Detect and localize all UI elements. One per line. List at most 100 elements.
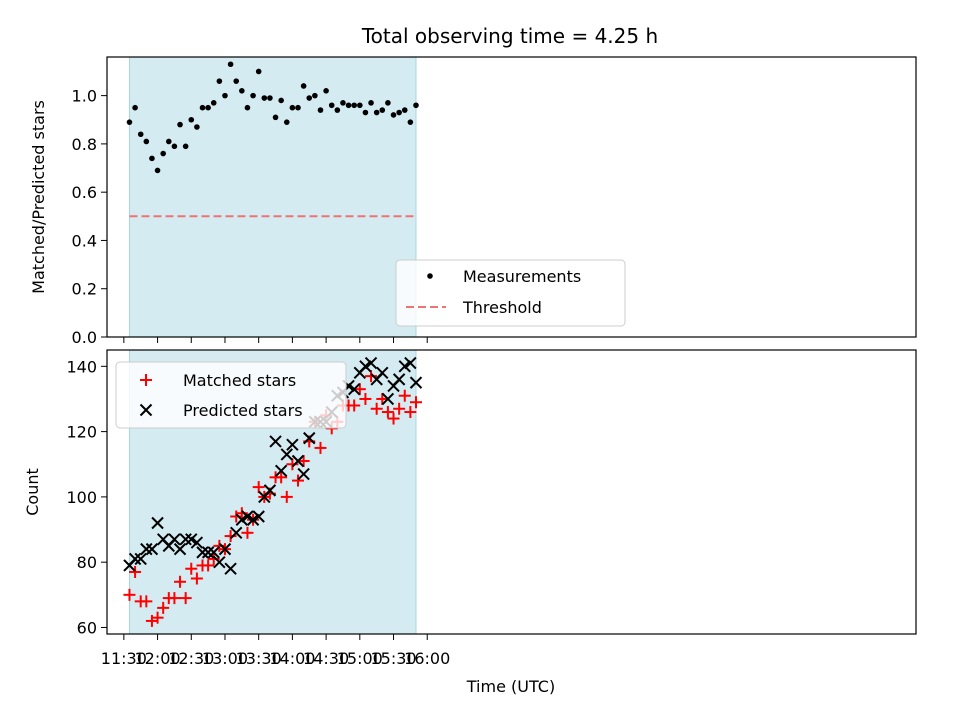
predicted-star-point — [168, 533, 181, 546]
predicted-star-point — [224, 562, 237, 575]
time-x-tick-label: 12:30 — [168, 649, 214, 668]
matched-star-point — [387, 412, 400, 425]
predicted-star-point — [235, 513, 249, 526]
predicted-star-point — [230, 526, 243, 540]
legend-frame — [115, 361, 347, 429]
measurement-point — [182, 143, 189, 150]
ratio-y-tick-label: 0.8 — [72, 135, 97, 154]
predicted-star-point — [173, 542, 187, 556]
measurement-point — [126, 119, 133, 125]
predicted-star-point — [376, 366, 389, 380]
predicted-star-point — [359, 360, 372, 373]
measurement-point — [171, 143, 178, 150]
measurement-point — [300, 83, 307, 89]
matched-star-point — [353, 383, 366, 396]
measurement-point — [351, 102, 357, 109]
legend-predicted-marker — [139, 403, 153, 417]
predicted-star-point — [213, 555, 226, 569]
matched-star-point — [157, 601, 170, 614]
measurement-point — [357, 102, 363, 109]
predicted-star-point — [185, 533, 198, 546]
measurement-point — [261, 95, 268, 101]
measurement-point — [143, 138, 150, 145]
measurement-point — [401, 107, 408, 113]
measurement-point — [154, 167, 161, 174]
measurement-point — [216, 78, 223, 84]
measurement-point — [272, 114, 279, 121]
measurement-point — [194, 124, 200, 130]
matched-star-point — [275, 471, 288, 484]
matched-star-point — [393, 402, 406, 415]
measurement-point — [244, 104, 251, 111]
time-x-tick-label: 13:00 — [202, 649, 248, 668]
measurement-point — [205, 104, 211, 111]
measurement-point — [132, 104, 138, 111]
matched-star-point — [292, 474, 305, 487]
matched-star-point — [129, 565, 142, 578]
matched-star-point — [398, 389, 411, 402]
count-plot-frame — [106, 349, 917, 635]
count-y-tick-label: 140 — [66, 357, 97, 376]
matched-star-point — [168, 592, 181, 605]
matched-star-point — [174, 575, 187, 588]
predicted-star-point — [145, 542, 159, 556]
count-y-tick-label: 120 — [66, 423, 97, 442]
matched-star-point — [179, 592, 192, 605]
matched-star-point — [286, 458, 299, 471]
ratio-y-tick-label: 0.4 — [72, 231, 97, 250]
time-x-tick-label: 14:00 — [269, 649, 315, 668]
measurement-point — [289, 104, 296, 111]
predicted-star-point — [201, 546, 215, 559]
ratio-y-tick-label: 0.2 — [72, 280, 97, 299]
legend-matched-label: Matched stars — [183, 371, 296, 390]
measurement-point — [295, 104, 301, 111]
measurement-point — [250, 92, 256, 99]
predicted-star-point — [409, 376, 423, 389]
measurement-point — [267, 95, 273, 101]
measurement-point — [340, 100, 346, 106]
predicted-star-point — [392, 373, 406, 386]
predicted-star-point — [398, 360, 411, 373]
measurement-point — [323, 87, 329, 94]
measurement-point — [188, 116, 195, 123]
matched-star-point — [280, 490, 293, 503]
matched-star-point — [365, 370, 378, 383]
predicted-star-point — [269, 435, 282, 448]
count-legend: Matched stars Predicted stars — [115, 361, 347, 429]
time-x-tick-label: 15:00 — [337, 649, 383, 668]
predicted-star-point — [280, 448, 293, 461]
ratio-plot-frame — [106, 56, 917, 338]
matched-star-point — [376, 392, 389, 405]
measurement-point — [379, 107, 386, 113]
predicted-star-point — [274, 464, 288, 477]
legend-measurement-marker — [427, 273, 433, 279]
predicted-star-point — [364, 356, 378, 370]
measurement-point — [373, 109, 380, 116]
legend-matched-marker — [140, 374, 152, 386]
ratio-y-tick-label: 0.0 — [72, 328, 97, 347]
time-x-tick-label: 13:30 — [236, 649, 282, 668]
predicted-star-point — [128, 552, 142, 566]
measurement-point — [362, 109, 369, 116]
count-panel: 608010012014011:3012:0012:3013:0013:3014… — [66, 349, 917, 668]
measurement-point — [413, 102, 419, 109]
ratio-y-tick-label: 0.6 — [72, 183, 97, 202]
measurement-point — [312, 92, 318, 99]
chart-title: Total observing time = 4.25 h — [361, 24, 658, 48]
predicted-star-point — [196, 546, 209, 559]
predicted-star-point — [297, 467, 310, 481]
matched-star-point — [151, 611, 164, 624]
predicted-star-point — [252, 510, 265, 523]
ratio-y-tick-label: 1.0 — [72, 87, 97, 106]
measurement-point — [149, 155, 155, 162]
ratio-legend: Measurements Threshold — [395, 259, 626, 327]
predicted-star-point — [218, 542, 232, 556]
measurement-point — [407, 119, 414, 125]
matched-star-point — [359, 392, 372, 405]
matched-star-point — [235, 507, 248, 520]
count-y-tick-label: 60 — [77, 618, 97, 637]
predicted-star-point — [190, 536, 204, 549]
time-x-tick-label: 14:30 — [303, 649, 349, 668]
measurement-point — [385, 100, 391, 106]
matched-star-point — [185, 562, 198, 575]
